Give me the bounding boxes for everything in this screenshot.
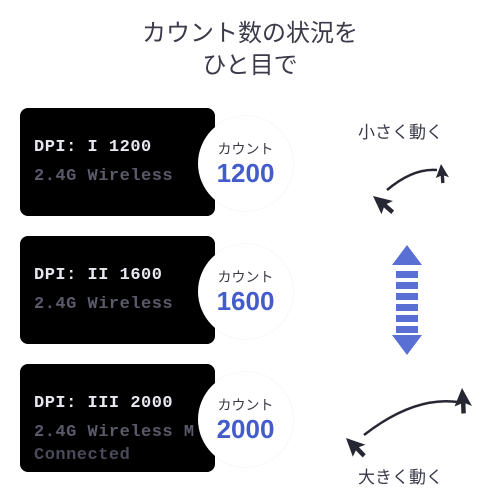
lcd-display-2000: DPI: III 2000 2.4G Wireless M Connected bbox=[20, 364, 215, 472]
cursor-icon bbox=[435, 164, 452, 185]
count-badge-2000: カウント 2000 bbox=[198, 372, 293, 467]
display-line-dpi: DPI: II 1600 bbox=[34, 266, 201, 285]
title-line2: ひと目で bbox=[202, 52, 297, 79]
small-movement-label: 小さく動く bbox=[358, 118, 443, 143]
up-down-arrow-icon bbox=[390, 245, 424, 355]
cursor-pair-small bbox=[363, 148, 473, 218]
display-line-dpi: DPI: I 1200 bbox=[34, 138, 201, 157]
display-line-dpi: DPI: III 2000 bbox=[34, 394, 201, 413]
count-badge-1200: カウント 1200 bbox=[198, 116, 293, 211]
page-title: カウント数の状況を ひと目で bbox=[0, 0, 500, 83]
dpi-row-1600: DPI: II 1600 2.4G Wireless カウント 1600 bbox=[0, 228, 500, 356]
count-label: カウント bbox=[218, 267, 274, 287]
count-value: 1600 bbox=[217, 287, 275, 316]
title-line1: カウント数の状況を bbox=[142, 20, 358, 47]
lcd-display-1200: DPI: I 1200 2.4G Wireless bbox=[20, 108, 215, 216]
motion-arc-icon bbox=[364, 401, 458, 435]
cursor-pair-large bbox=[338, 380, 488, 470]
cursor-icon bbox=[346, 433, 369, 461]
motion-arc-icon bbox=[387, 170, 437, 190]
display-line-wireless: 2.4G Wireless bbox=[34, 295, 201, 314]
lcd-display-1600: DPI: II 1600 2.4G Wireless bbox=[20, 236, 215, 344]
count-label: カウント bbox=[218, 139, 274, 159]
count-value: 1200 bbox=[217, 159, 275, 188]
display-line-wireless: 2.4G Wireless bbox=[34, 167, 201, 186]
display-line-wireless: 2.4G Wireless M bbox=[34, 423, 201, 442]
display-line-connected: Connected bbox=[34, 446, 201, 465]
count-value: 2000 bbox=[217, 415, 275, 444]
count-badge-1600: カウント 1600 bbox=[198, 244, 293, 339]
cursor-icon bbox=[373, 189, 398, 218]
count-label: カウント bbox=[218, 395, 274, 415]
